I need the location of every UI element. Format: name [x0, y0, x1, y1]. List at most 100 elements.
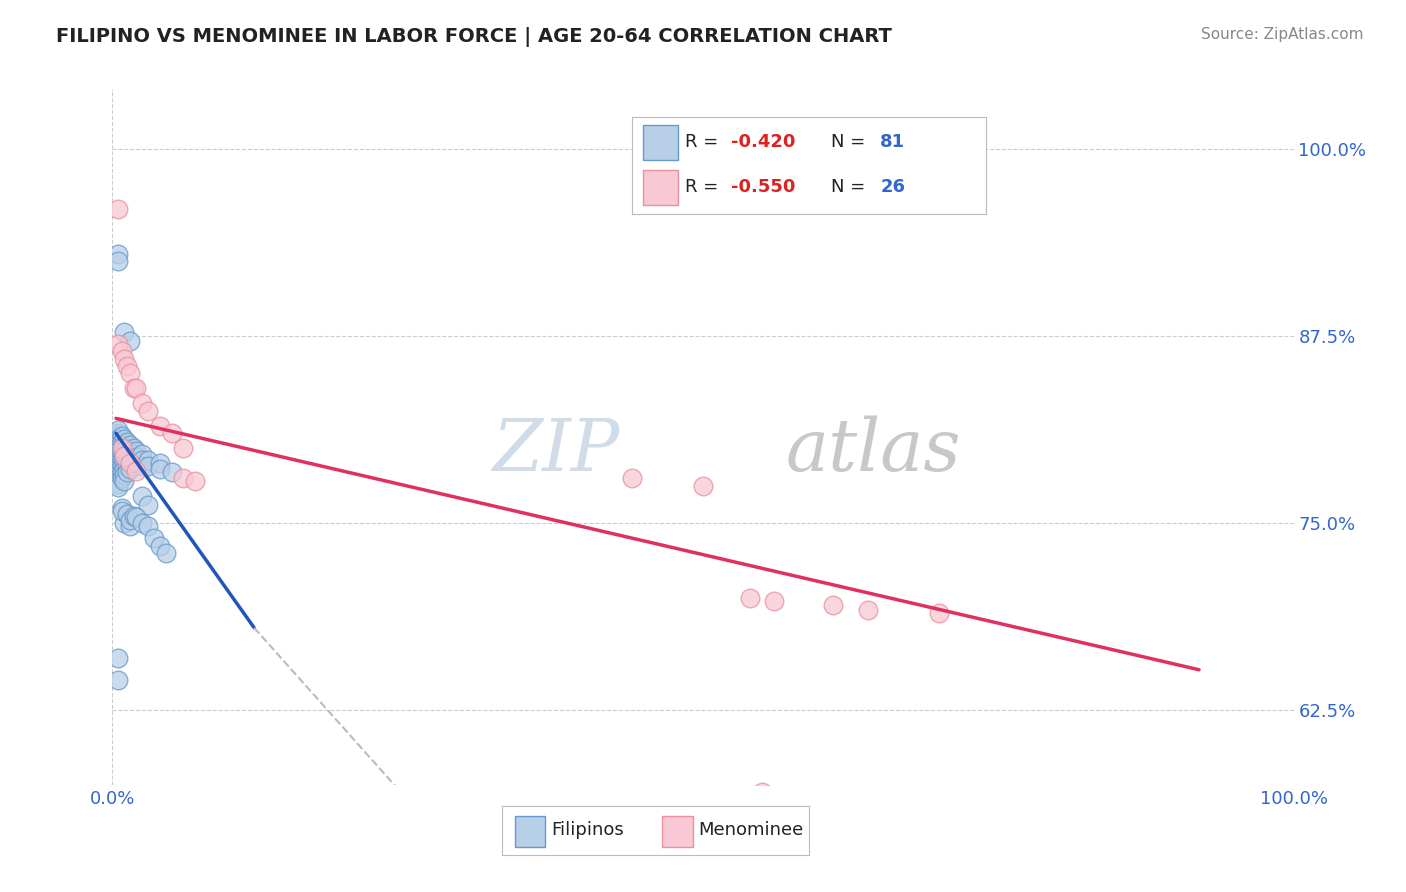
Point	[111, 459, 134, 474]
Point	[131, 459, 153, 474]
Point	[122, 453, 145, 467]
Point	[111, 453, 134, 467]
Point	[107, 429, 129, 443]
Point	[111, 501, 134, 516]
Point	[115, 459, 138, 474]
Point	[107, 474, 129, 488]
Point	[160, 426, 183, 441]
Point	[115, 507, 138, 521]
Point	[115, 447, 138, 461]
Point	[115, 359, 138, 373]
Point	[107, 442, 129, 456]
Point	[112, 325, 135, 339]
Point	[122, 442, 145, 456]
Point	[131, 489, 153, 503]
Point	[112, 444, 135, 458]
Point	[112, 449, 135, 463]
Point	[762, 594, 785, 608]
Point	[120, 462, 142, 476]
Point	[107, 673, 129, 688]
Point	[740, 591, 762, 605]
Point	[111, 442, 134, 456]
Point	[149, 462, 172, 476]
Point	[122, 447, 145, 461]
Point	[120, 367, 142, 381]
Point	[107, 480, 129, 494]
Point	[111, 447, 134, 461]
Point	[928, 606, 950, 620]
Point	[125, 444, 148, 458]
Point	[115, 442, 138, 456]
Text: FILIPINO VS MENOMINEE IN LABOR FORCE | AGE 20-64 CORRELATION CHART: FILIPINO VS MENOMINEE IN LABOR FORCE | A…	[56, 27, 893, 46]
Point	[107, 477, 129, 491]
Point	[107, 438, 129, 452]
Point	[149, 456, 172, 470]
Point	[172, 442, 194, 456]
Point	[112, 456, 135, 470]
Point	[115, 435, 138, 450]
Point	[107, 202, 129, 216]
Point	[125, 464, 148, 478]
Point	[107, 453, 129, 467]
Point	[111, 504, 134, 518]
Point	[107, 447, 129, 461]
Point	[111, 344, 134, 359]
Point	[692, 479, 714, 493]
Point	[621, 471, 644, 485]
Point	[107, 468, 129, 483]
Point	[120, 450, 142, 465]
Point	[107, 254, 129, 268]
Point	[858, 603, 880, 617]
Point	[122, 381, 145, 395]
Point	[111, 442, 134, 456]
Point	[107, 435, 129, 450]
Point	[112, 462, 135, 476]
Point	[149, 418, 172, 433]
Point	[112, 468, 135, 483]
Point	[111, 429, 134, 443]
Point	[107, 247, 129, 261]
Point	[136, 453, 159, 467]
Point	[111, 471, 134, 485]
Text: ZIP: ZIP	[494, 416, 620, 486]
Point	[122, 459, 145, 474]
Point	[111, 465, 134, 479]
Point	[131, 447, 153, 461]
Point	[821, 599, 844, 613]
Point	[111, 435, 134, 450]
Point	[120, 438, 142, 452]
Point	[112, 516, 135, 530]
Text: Source: ZipAtlas.com: Source: ZipAtlas.com	[1201, 27, 1364, 42]
Point	[107, 450, 129, 465]
Point	[142, 531, 165, 545]
Point	[160, 465, 183, 479]
Point	[136, 459, 159, 474]
Point	[112, 438, 135, 452]
Point	[107, 426, 129, 441]
Point	[120, 519, 142, 533]
Point	[125, 450, 148, 465]
Point	[112, 433, 135, 447]
Point	[107, 444, 129, 458]
Point	[155, 546, 177, 560]
Point	[107, 459, 129, 474]
Point	[149, 539, 172, 553]
Point	[112, 474, 135, 488]
Text: atlas: atlas	[786, 416, 962, 486]
Point	[131, 453, 153, 467]
Point	[107, 433, 129, 447]
Point	[112, 351, 135, 366]
Point	[115, 453, 138, 467]
Point	[120, 456, 142, 470]
Point	[120, 456, 142, 470]
Point	[107, 423, 129, 437]
Point	[125, 510, 148, 524]
Point	[120, 334, 142, 348]
Point	[115, 465, 138, 479]
Point	[107, 336, 129, 351]
Point	[120, 513, 142, 527]
Point	[122, 508, 145, 523]
Point	[184, 474, 207, 488]
Point	[107, 462, 129, 476]
Point	[125, 456, 148, 470]
